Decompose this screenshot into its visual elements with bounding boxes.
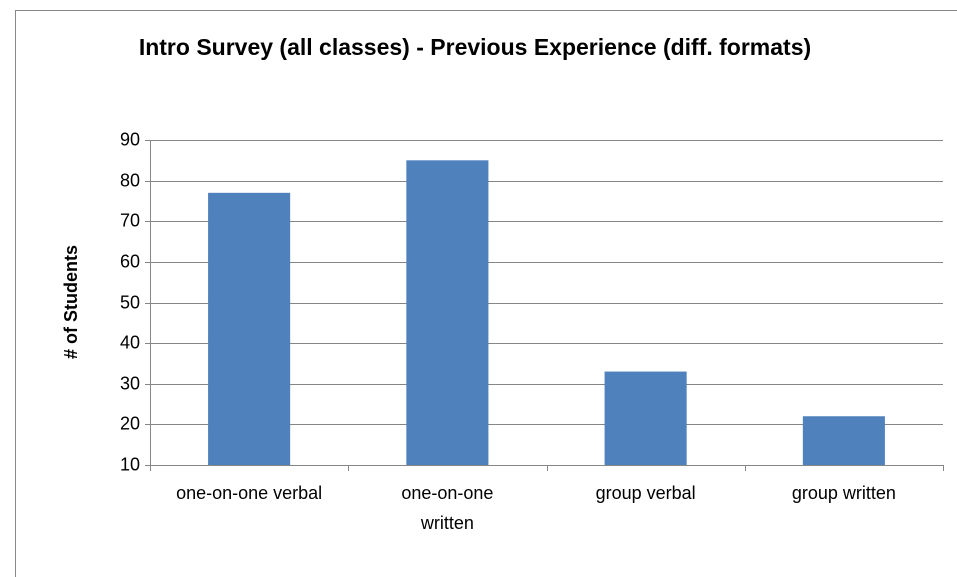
y-tick-label: 50: [120, 292, 140, 312]
y-axis-label: # of Students: [61, 245, 81, 359]
bar: [604, 371, 687, 465]
y-tick-label: 80: [120, 170, 140, 190]
chart-border: [15, 10, 957, 577]
chart-title: Intro Survey (all classes) - Previous Ex…: [138, 34, 812, 60]
y-tick-label: 90: [120, 129, 140, 149]
x-tick-label: group written: [791, 483, 896, 503]
y-tick-label: 40: [120, 332, 140, 352]
y-tick-label: 70: [120, 210, 140, 230]
bar: [208, 192, 291, 465]
bar: [802, 416, 885, 465]
y-tick-label: 10: [120, 454, 140, 474]
x-tick-label: one-on-one written: [401, 483, 494, 533]
y-tick-label: 60: [120, 251, 140, 271]
x-tick-label: group verbal: [595, 483, 696, 503]
y-tick-label: 30: [120, 373, 140, 393]
y-tick-label: 20: [120, 413, 140, 433]
x-tick-label: one-on-one verbal: [176, 483, 323, 503]
bar: [406, 160, 489, 465]
